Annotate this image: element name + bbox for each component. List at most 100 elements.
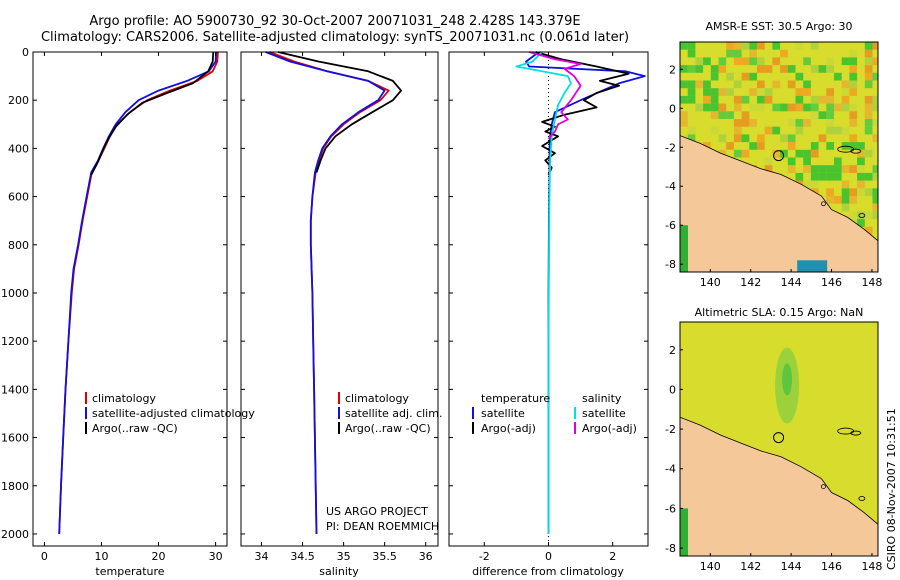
sst-cell <box>826 65 834 73</box>
x-tick-label: 35.5 <box>372 550 397 563</box>
sst-cell <box>733 126 742 135</box>
sst-cell <box>834 203 842 212</box>
sst-cell <box>818 111 827 119</box>
legend-label-sal-satellite: satellite <box>582 407 626 420</box>
sst-cell <box>872 126 878 135</box>
sst-cell <box>826 165 834 173</box>
x-tick-label: 34.5 <box>290 550 315 563</box>
sst-cell <box>872 165 878 173</box>
sst-cell <box>872 72 878 81</box>
sst-cell <box>741 111 750 119</box>
temperature-axes-frame <box>32 51 228 547</box>
sst-cell <box>818 134 827 143</box>
sst-cell <box>680 65 688 73</box>
sst-cell <box>849 111 858 119</box>
sst-cell <box>795 172 804 181</box>
sst-cell <box>818 95 827 104</box>
sst-cell <box>849 103 858 112</box>
sst-cell <box>687 49 696 58</box>
sst-cell <box>810 111 819 119</box>
sst-cell <box>841 203 850 212</box>
sst-cell <box>780 149 788 158</box>
sst-cell <box>849 165 858 173</box>
sst-cell <box>733 149 742 158</box>
sst-cell <box>803 149 811 158</box>
sst-cell <box>780 103 788 112</box>
legend-label-argo: Argo(..raw -QC) <box>92 422 178 435</box>
x-tick-label: 20 <box>152 550 166 563</box>
sst-cell <box>826 142 834 150</box>
sla_map-field <box>680 322 878 556</box>
sst-cell <box>680 42 688 50</box>
y-tick-label: -4 <box>665 180 676 193</box>
sst-cell <box>826 119 834 127</box>
sst-cell <box>787 119 796 127</box>
sst-cell <box>741 72 750 81</box>
sst-cell <box>764 119 773 127</box>
y-tick-label: -6 <box>665 219 676 232</box>
sst-cell <box>726 42 734 50</box>
sst-cell <box>695 65 704 73</box>
sst-cell <box>826 95 834 104</box>
salinity-plot: 34 34.5 35 35.5 36 <box>240 51 439 563</box>
sst-cell <box>718 134 727 143</box>
sst-cell <box>849 134 858 143</box>
y-tick-label: 2000 <box>1 528 29 541</box>
sst-cell <box>710 72 719 81</box>
sst_map: 140 142 144 146 148 2 0 -2 -4 -6 -8 <box>665 41 882 289</box>
sst-cell <box>787 65 796 73</box>
y-tick-label: 0 <box>669 383 676 396</box>
x-tick-label: 144 <box>781 276 802 289</box>
sst-cell <box>864 172 873 181</box>
x-tick-label: 148 <box>861 276 882 289</box>
sst-cell <box>857 157 865 166</box>
sst-cell <box>733 57 742 66</box>
sst-cell <box>803 57 811 66</box>
sst-cell <box>764 95 773 104</box>
sst-cell <box>826 188 834 196</box>
sst-map-title: AMSR-E SST: 30.5 Argo: 30 <box>705 20 852 33</box>
island-outline <box>858 213 866 218</box>
difference-legend: temperature satellite Argo(-adj) salinit… <box>472 392 637 435</box>
y-tick-label: 800 <box>8 239 29 252</box>
sst-cell <box>826 172 834 181</box>
y-tick-label: 400 <box>8 142 29 155</box>
x-tick-label: 2 <box>609 550 616 563</box>
sst-cell <box>810 65 819 73</box>
y-tick-label: -2 <box>665 141 676 154</box>
sst-cell <box>764 149 773 158</box>
sla_map-frame <box>679 321 879 557</box>
sst-cell <box>680 72 688 81</box>
y-tick-label: -8 <box>665 258 676 271</box>
sst-cell <box>826 103 834 112</box>
x-tick-label: 146 <box>821 276 842 289</box>
series-line-satellite-adjusted-climatology <box>58 51 218 535</box>
x-tick-label: 140 <box>700 276 721 289</box>
sst-cell <box>687 65 696 73</box>
sst-cell <box>826 57 834 66</box>
sst-cell <box>726 72 734 81</box>
sst-cell <box>849 49 858 58</box>
sst-cell <box>795 95 804 104</box>
sst-cell <box>733 119 742 127</box>
sst-cell <box>857 188 865 196</box>
sst-cell <box>733 49 742 58</box>
sst-cell <box>841 126 850 135</box>
sst-cell <box>803 88 811 96</box>
temperature-legend: climatology satellite-adjusted climatolo… <box>85 392 255 435</box>
sst-cell <box>810 103 819 112</box>
sst-cell <box>810 165 819 173</box>
sst-cell <box>741 42 750 50</box>
sst-cell <box>741 57 750 66</box>
legend-title-salinity: salinity <box>582 392 622 405</box>
sst-cell <box>687 88 696 96</box>
sst-cell <box>772 126 781 135</box>
sst-cell <box>857 219 865 227</box>
sst-cell <box>864 57 873 66</box>
sst-cell <box>787 157 796 166</box>
sst-cell <box>718 65 727 73</box>
sst-cell <box>726 126 734 135</box>
sst-cell <box>841 180 850 189</box>
sst-cell <box>757 111 765 119</box>
sst-cell <box>841 80 850 89</box>
